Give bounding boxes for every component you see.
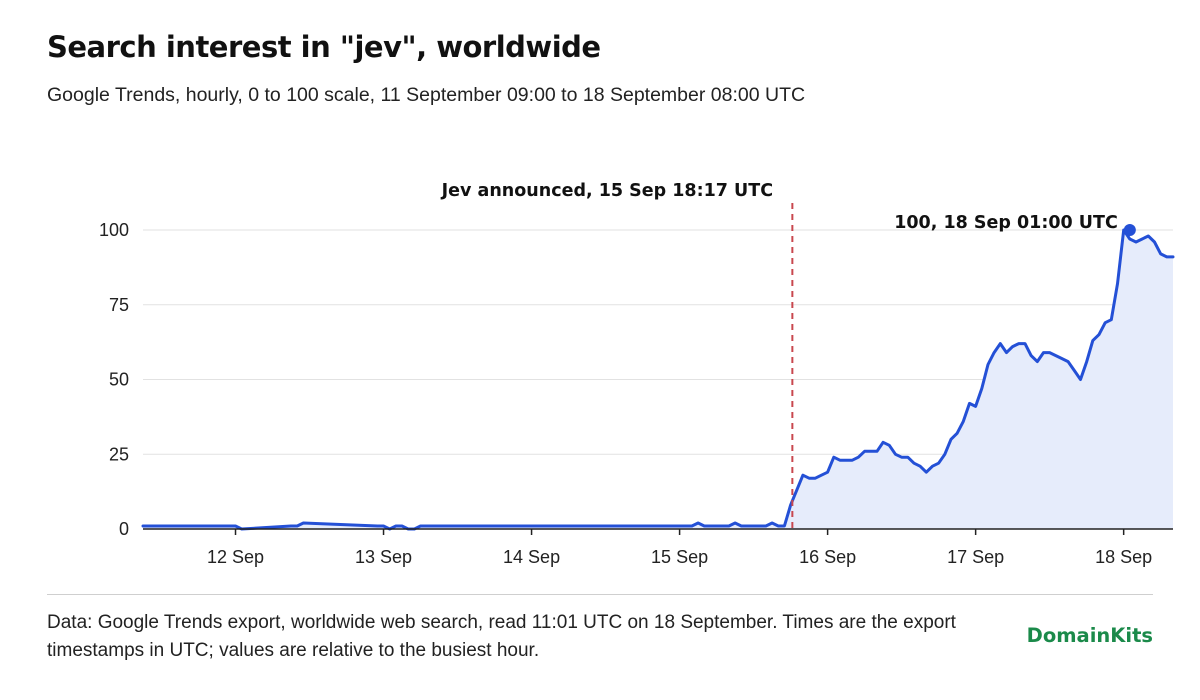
x-tick-label: 16 Sep (799, 547, 856, 567)
x-axis-tick-labels: 12 Sep 13 Sep 14 Sep 15 Sep 16 Sep 17 Sep 18 S… (207, 529, 1152, 567)
footer-divider (47, 594, 1153, 595)
series-line (141, 228, 1175, 531)
x-tick-label: 17 Sep (947, 547, 1004, 567)
x-tick-label: 12 Sep (207, 547, 264, 567)
x-tick-label: 13 Sep (355, 547, 412, 567)
trend-chart: 0 25 50 75 100 Jev announced, 15 Sep 18:17 U… (99, 181, 1175, 567)
peak-marker (1123, 224, 1136, 236)
peak-label: 100, 18 Sep 01:00 UTC (894, 213, 1118, 233)
announcement-label: Jev announced, 15 Sep 18:17 UTC (441, 181, 773, 201)
y-tick-label: 50 (109, 370, 129, 390)
x-tick-label: 14 Sep (503, 547, 560, 567)
y-axis-tick-labels: 0 25 50 75 100 (99, 220, 129, 539)
chart-subtitle: Google Trends, hourly, 0 to 100 scale, 1… (47, 84, 806, 106)
y-tick-label: 100 (99, 220, 129, 240)
y-tick-label: 25 (109, 444, 129, 464)
y-tick-label: 75 (109, 295, 129, 315)
source-note: Data: Google Trends export, worldwide we… (47, 612, 956, 661)
y-tick-label: 0 (119, 519, 129, 539)
chart-title: Search interest in "jev", worldwide (47, 30, 601, 64)
x-tick-label: 15 Sep (651, 547, 708, 567)
x-tick-label: 18 Sep (1095, 547, 1152, 567)
brand-logo[interactable]: DomainKits (1026, 624, 1153, 647)
series-area (143, 230, 1173, 529)
